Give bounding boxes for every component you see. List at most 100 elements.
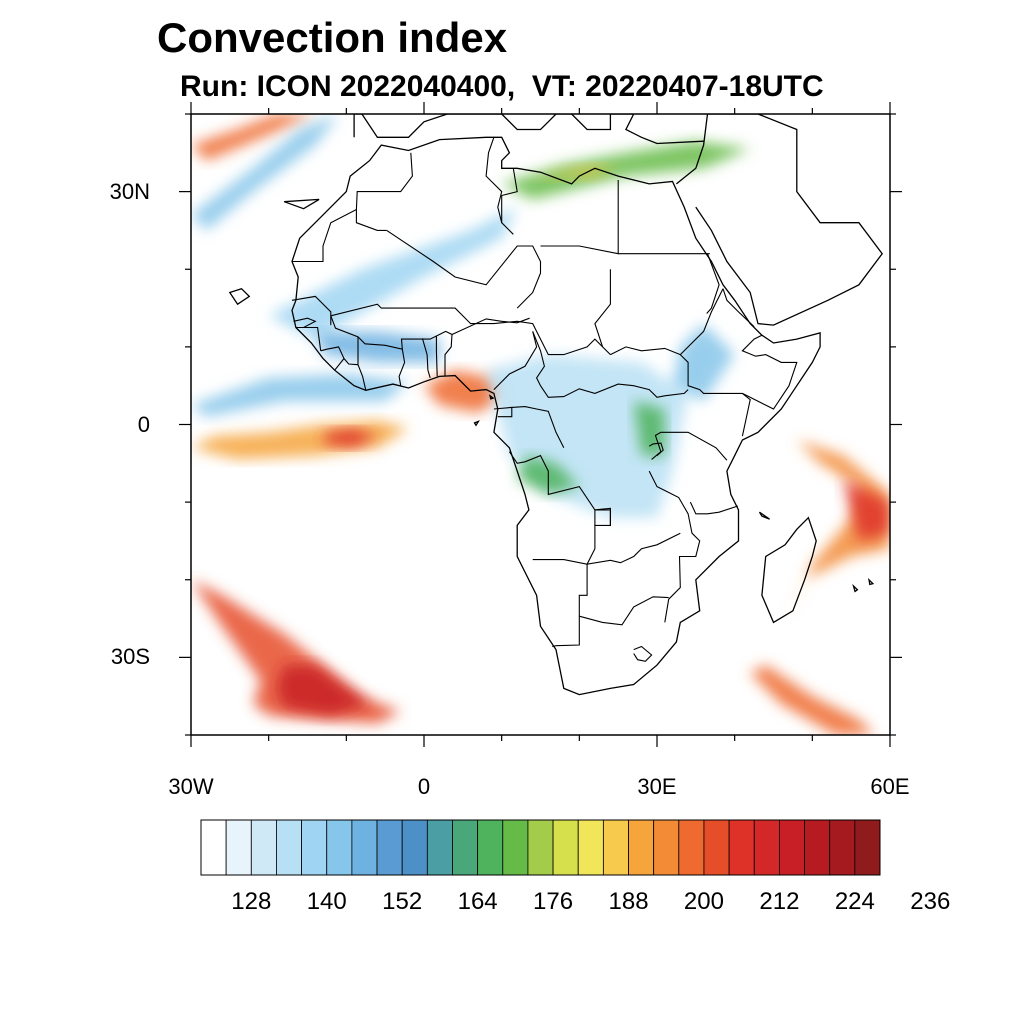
colorbar-swatch [401, 819, 428, 876]
island-outline [852, 583, 859, 593]
country-border [511, 406, 565, 449]
island-outline [228, 287, 251, 306]
axis-ticks [179, 102, 902, 747]
country-border [451, 317, 530, 336]
country-border [355, 152, 413, 210]
country-border [493, 331, 538, 390]
colorbar-label: 212 [759, 888, 800, 915]
colorbar-swatch [502, 819, 529, 876]
madagascar-coastline [761, 516, 817, 624]
colorbar-swatch [452, 819, 479, 876]
lon-tick-label: 0 [417, 774, 431, 799]
colorbar-swatch [301, 819, 328, 876]
country-border [706, 253, 720, 314]
country-border [357, 336, 367, 391]
convection-region-equatorial-atlantic-core [323, 428, 378, 448]
colorbar-swatch [351, 819, 378, 876]
colorbar-swatch [678, 819, 705, 876]
colorbar-swatch [628, 819, 655, 876]
colorbar-swatch [779, 819, 805, 876]
country-border [594, 269, 611, 348]
country-border [330, 303, 611, 356]
africa-coastline [291, 136, 821, 696]
convection-region-itcz-west-band [191, 374, 409, 417]
lat-tick-label: 30S [110, 644, 150, 670]
convection-region-great-lakes [633, 401, 665, 456]
country-border [386, 229, 542, 309]
colorbar-label: 140 [306, 888, 347, 915]
colorbar-label: 200 [683, 888, 724, 915]
convection-region-north-atlantic-band [191, 114, 316, 161]
colorbar-label: 188 [608, 888, 649, 915]
country-border [320, 346, 345, 371]
country-border [435, 336, 438, 377]
country-border [689, 501, 738, 515]
convection-region-north-africa-streak [268, 207, 518, 340]
country-border [295, 326, 322, 351]
country-border [398, 349, 406, 386]
country-border [540, 180, 619, 255]
colorbar-swatch [602, 819, 629, 876]
colorbar-swatch [577, 819, 604, 876]
convection-region-madagascar-core [843, 478, 890, 541]
lon-tick-label: 30E [637, 774, 677, 799]
lon-tick-label: 30W [168, 774, 214, 799]
country-border [648, 470, 701, 623]
convection-region-south-atlantic-core [276, 665, 370, 716]
colorbar-label: 164 [457, 888, 498, 915]
colorbar-swatch [326, 819, 353, 876]
country-border [679, 354, 751, 437]
colorbar [200, 819, 881, 876]
chart-subtitle: Run: ICON 2022040400, VT: 20220407-18UTC [180, 70, 824, 103]
colorbar-swatch [276, 819, 302, 876]
colorbar-swatch [477, 819, 504, 876]
colorbar-swatch [527, 819, 554, 876]
lat-tick-label: 0 [137, 411, 150, 437]
colorbar-swatch [753, 819, 780, 876]
colorbar-swatch [804, 819, 831, 876]
arabia-coastline [675, 114, 884, 326]
colorbar-swatch [250, 819, 277, 876]
colorbar-swatch [200, 819, 227, 876]
country-border [532, 559, 588, 648]
convection-region-equatorial-atlantic-band [191, 420, 409, 460]
convection-region-north-atlantic-streak [191, 114, 339, 231]
country-border [648, 442, 664, 457]
colorbar-swatch [854, 819, 881, 876]
convection-region-gulf-of-guinea [424, 370, 502, 413]
colorbar-swatch [703, 819, 730, 876]
colorbar-swatch [552, 819, 579, 876]
country-border [722, 288, 755, 328]
colorbar-label: 152 [382, 888, 423, 915]
colorbar-swatch [829, 819, 856, 876]
colorbar-swatch [653, 819, 680, 876]
convection-region-horn-of-africa-showers [672, 323, 735, 402]
country-border [292, 208, 387, 263]
country-border [633, 645, 653, 662]
coastline-border-layer [228, 114, 884, 696]
colorbar-label: 236 [910, 888, 951, 915]
country-border [343, 358, 359, 366]
island-outline [473, 420, 480, 427]
country-border [501, 168, 518, 223]
country-border [532, 331, 689, 398]
lat-tick-label: 30N [109, 178, 150, 204]
colorbar-frame [200, 819, 881, 876]
country-border [291, 295, 332, 326]
convection-region-mediterranean-band [501, 141, 751, 200]
country-border [594, 507, 611, 526]
lon-tick-label: 60E [870, 774, 910, 799]
colorbar-label: 224 [834, 888, 875, 915]
convection-field-layer [191, 114, 890, 735]
country-border [493, 406, 513, 418]
europe-coastline [353, 114, 704, 145]
island-outline [868, 577, 875, 586]
colorbar-label: 128 [231, 888, 272, 915]
chart-title: Convection index [157, 14, 508, 61]
colorbar-swatch [225, 819, 252, 876]
country-border [741, 334, 798, 410]
convection-region-sahel-west [315, 331, 440, 363]
convection-region-madagascar-plume [789, 440, 890, 619]
island-outline [283, 198, 320, 210]
